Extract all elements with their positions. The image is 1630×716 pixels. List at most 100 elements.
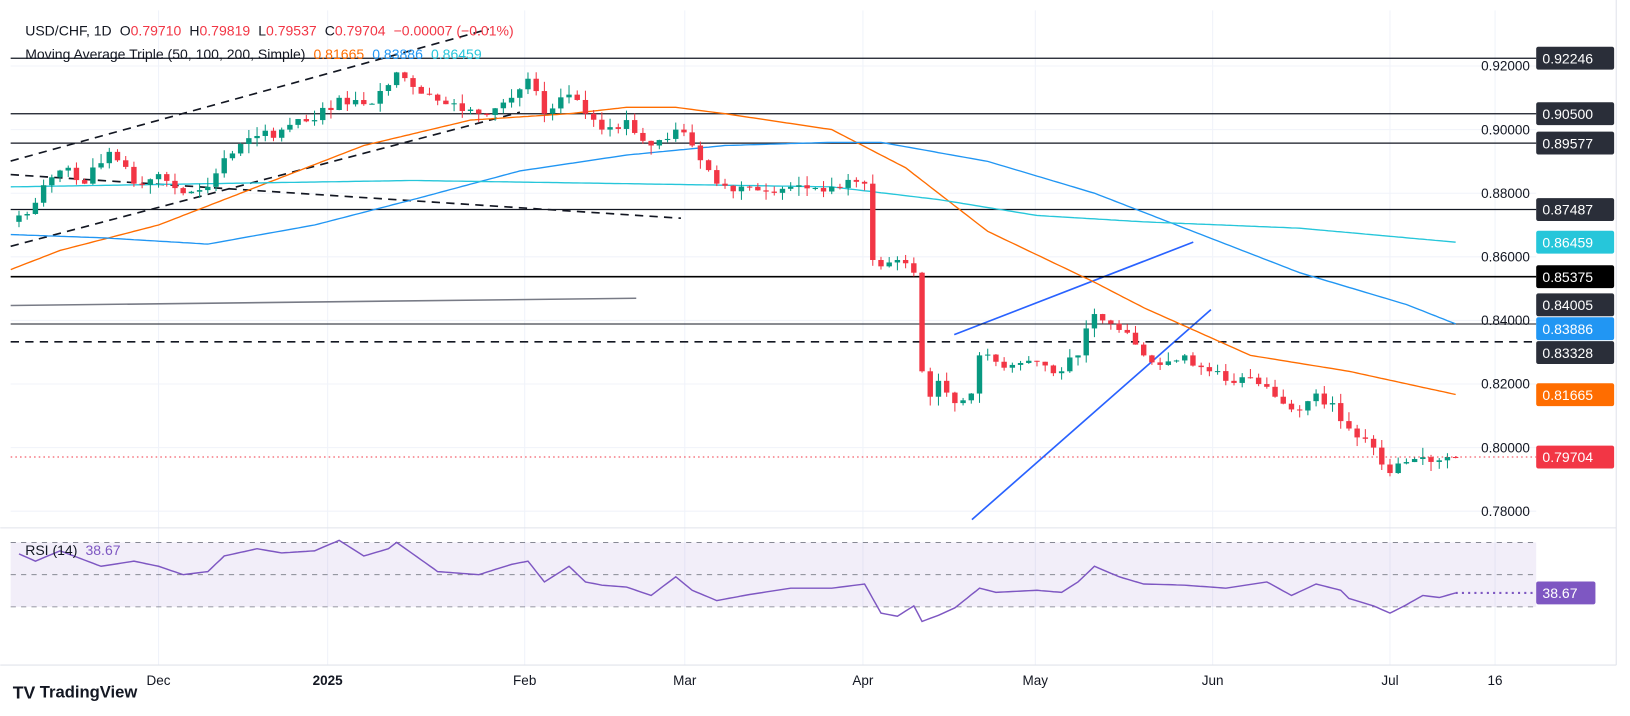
candle-body bbox=[467, 109, 474, 112]
candle-body bbox=[1288, 403, 1295, 410]
candle-body bbox=[845, 179, 851, 188]
candle-body bbox=[746, 186, 753, 188]
price-label-text: 0.87487 bbox=[1542, 202, 1593, 218]
candle bbox=[81, 178, 88, 185]
candle bbox=[681, 123, 687, 137]
candle bbox=[426, 87, 433, 96]
candle-body bbox=[689, 132, 695, 146]
candle-body bbox=[681, 129, 687, 133]
price-label: 0.81665 bbox=[1536, 383, 1615, 407]
time-axis-label: 16 bbox=[1488, 673, 1503, 688]
candle-body bbox=[829, 186, 835, 192]
candle-body bbox=[574, 94, 580, 100]
candle bbox=[1231, 373, 1237, 386]
time-axis-label: Jul bbox=[1381, 673, 1398, 688]
candle-body bbox=[558, 97, 564, 109]
candle bbox=[57, 169, 63, 183]
candle-body bbox=[919, 272, 925, 372]
price-label-text: 0.83328 bbox=[1542, 345, 1593, 361]
candle bbox=[935, 373, 942, 406]
candle-body bbox=[1223, 371, 1229, 381]
candle-body bbox=[172, 180, 178, 189]
candle bbox=[1338, 393, 1344, 429]
candle-body bbox=[16, 215, 22, 222]
candle-body bbox=[1206, 367, 1213, 372]
price-label-text: 0.89577 bbox=[1542, 135, 1593, 151]
trendline-gray[interactable] bbox=[10, 297, 637, 307]
candle bbox=[1362, 429, 1369, 443]
candle bbox=[1420, 447, 1426, 465]
candle bbox=[656, 139, 663, 150]
price-label-bg bbox=[1536, 317, 1615, 341]
ma-legend[interactable]: Moving Average Triple (50, 100, 200, Sim… bbox=[25, 46, 482, 62]
candle bbox=[1305, 400, 1311, 416]
candle bbox=[459, 94, 466, 118]
candle bbox=[1255, 373, 1262, 387]
candle bbox=[1444, 453, 1451, 469]
candle bbox=[960, 397, 966, 406]
candle-body bbox=[812, 187, 819, 190]
tradingview-logo[interactable]: TV TradingView bbox=[13, 682, 138, 702]
time-axis[interactable]: Dec 2025 Feb Mar Apr May Jun Jul 16 bbox=[147, 673, 1503, 688]
candle bbox=[943, 372, 950, 397]
candle bbox=[1132, 325, 1139, 345]
candle bbox=[106, 147, 112, 169]
candle-body bbox=[418, 86, 424, 94]
candle-body bbox=[673, 129, 679, 139]
candle bbox=[1108, 319, 1114, 330]
candle bbox=[49, 174, 55, 193]
candle-body bbox=[1198, 365, 1204, 368]
candle bbox=[205, 177, 211, 194]
candle bbox=[623, 110, 630, 136]
candle-body bbox=[993, 354, 999, 362]
candle-body bbox=[787, 186, 794, 189]
candle-body bbox=[65, 167, 71, 171]
trendline-lower-dashed[interactable] bbox=[10, 111, 521, 248]
candle-body bbox=[1338, 403, 1344, 422]
candle-body bbox=[648, 140, 654, 146]
candle bbox=[820, 181, 827, 198]
candle bbox=[582, 90, 589, 120]
candle bbox=[1313, 389, 1319, 407]
price-label: 0.92246 bbox=[1536, 46, 1615, 70]
candle-body bbox=[328, 107, 334, 111]
candle bbox=[476, 108, 482, 123]
candle-body bbox=[1116, 323, 1122, 330]
candle-body bbox=[541, 91, 548, 114]
candle-body bbox=[943, 380, 950, 393]
candle-body bbox=[656, 140, 663, 146]
candle-body bbox=[1321, 393, 1328, 405]
candle bbox=[1428, 454, 1434, 471]
trendline-descending-dashed[interactable] bbox=[10, 173, 681, 220]
trendline-upper-dashed[interactable] bbox=[10, 28, 489, 162]
candle-body bbox=[57, 170, 63, 178]
candle-body bbox=[180, 188, 186, 194]
candle-body bbox=[755, 186, 761, 191]
candle bbox=[1223, 364, 1229, 386]
candle bbox=[287, 117, 293, 133]
price-label-text: 0.83886 bbox=[1542, 321, 1593, 337]
candle-body bbox=[287, 124, 293, 130]
channel-lower-blue[interactable] bbox=[971, 309, 1212, 521]
candle bbox=[574, 90, 580, 101]
candle-body bbox=[738, 186, 745, 192]
candle-body bbox=[385, 85, 392, 91]
candle bbox=[968, 393, 974, 404]
channel-upper-blue[interactable] bbox=[953, 241, 1194, 336]
candle-body bbox=[1017, 362, 1024, 365]
candle-body bbox=[270, 130, 277, 138]
candle bbox=[993, 354, 999, 367]
candle bbox=[796, 176, 802, 196]
rsi-legend[interactable]: RSI (14) 38.67 bbox=[25, 542, 121, 558]
price-axis[interactable]: 0.92000 0.90000 0.88000 0.86000 0.84000 0.820… bbox=[1481, 46, 1615, 605]
candle bbox=[779, 186, 786, 200]
candle bbox=[65, 165, 71, 177]
price-label-text: 0.79704 bbox=[1542, 449, 1593, 465]
candle-body bbox=[114, 151, 121, 161]
price-axis-tick: 0.88000 bbox=[1481, 186, 1530, 201]
candle-body bbox=[722, 183, 728, 186]
price-label-bg bbox=[1536, 46, 1615, 70]
candle bbox=[673, 122, 679, 142]
candle bbox=[976, 352, 983, 403]
